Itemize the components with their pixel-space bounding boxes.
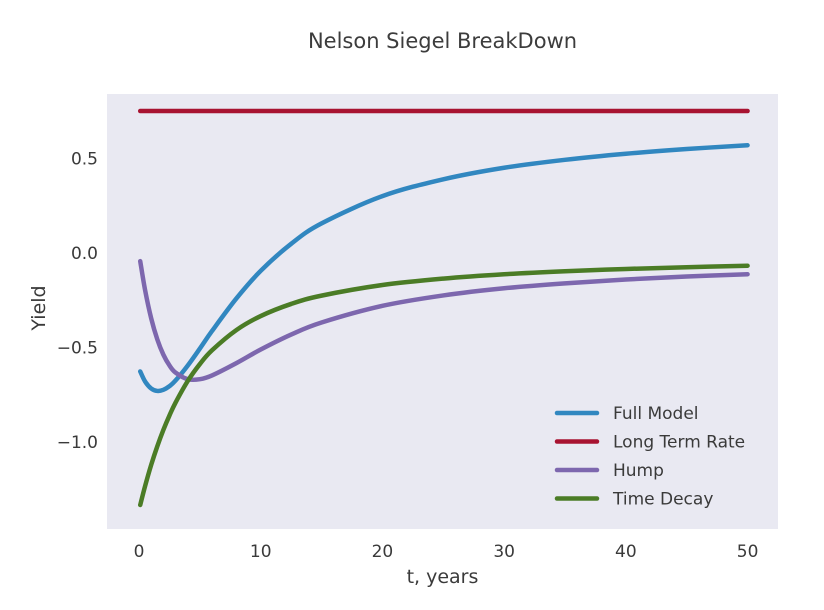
series-line-time-decay — [137, 263, 750, 508]
y-tick-label: 0.5 — [71, 149, 98, 169]
legend-label-long-term-rate: Long Term Rate — [613, 433, 745, 453]
x-tick-label: 40 — [615, 542, 637, 562]
x-tick-label: 10 — [250, 542, 272, 562]
x-axis-label: t, years — [406, 566, 479, 588]
x-tick-label: 30 — [493, 542, 515, 562]
y-tick-label: 0.0 — [71, 244, 98, 264]
series-line-full-model — [137, 143, 750, 394]
y-tick-label: −0.5 — [57, 338, 98, 358]
plot-area — [107, 94, 778, 529]
x-tick-label: 50 — [737, 542, 759, 562]
legend-label-hump: Hump — [613, 461, 664, 481]
x-tick-label: 20 — [372, 542, 394, 562]
y-tick-label: −1.0 — [57, 433, 98, 453]
x-tick-label: 0 — [134, 542, 145, 562]
legend-label-time-decay: Time Decay — [612, 490, 713, 510]
legend-label-full-model: Full Model — [613, 404, 699, 424]
series-line-hump — [137, 258, 750, 383]
y-axis-label: Yield — [28, 285, 50, 331]
chart-title: Nelson Siegel BreakDown — [307, 29, 578, 53]
